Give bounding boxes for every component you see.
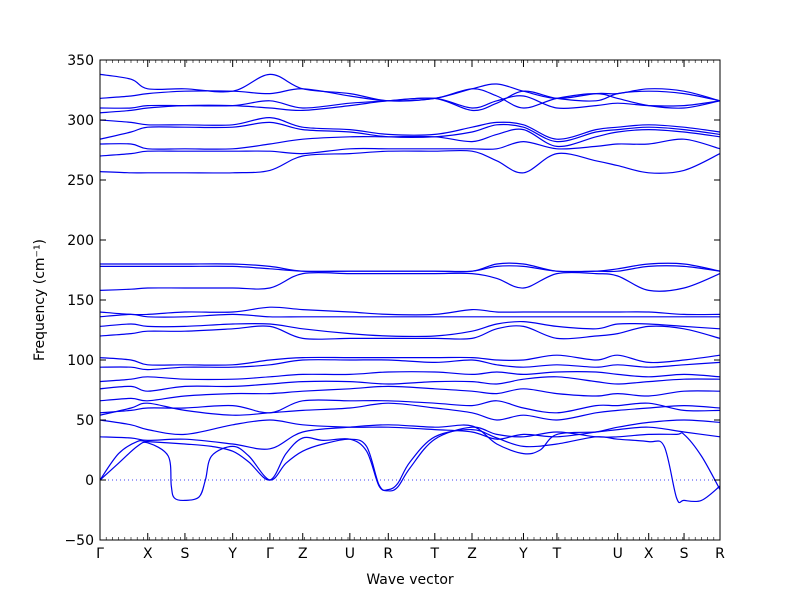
phonon-band-27: [99, 73, 721, 102]
x-tick-label: S: [180, 546, 189, 562]
phonon-band-12: [99, 325, 721, 340]
x-tick-label: S: [680, 546, 689, 562]
phonon-band-10: [99, 359, 721, 371]
phonon-band-2: [99, 426, 721, 502]
phonon-band-8: [99, 376, 721, 392]
phonon-band-3: [99, 424, 721, 455]
y-tick-label: 350: [67, 53, 94, 69]
y-tick-label: −50: [64, 533, 94, 549]
phonon-band-18: [100, 262, 721, 273]
phonon-band-19: [99, 149, 721, 174]
x-tick-label: Y: [227, 546, 237, 562]
y-tick-label: 250: [67, 173, 94, 189]
band-lines: [99, 73, 721, 504]
phonon-band-5: [99, 402, 721, 421]
x-tick-label: U: [345, 546, 355, 562]
x-tick-label: Z: [467, 546, 477, 562]
phonon-band-11: [99, 354, 721, 366]
phonon-band-15: [99, 306, 721, 316]
phonon-band-1: [99, 428, 721, 504]
y-tick-label: 50: [76, 413, 94, 429]
y-tick-label: 200: [67, 233, 94, 249]
y-tick-label: 100: [67, 353, 94, 369]
phonon-band-21: [99, 128, 721, 150]
x-tick-label: X: [143, 546, 153, 562]
y-tick-label: 150: [67, 293, 94, 309]
x-axis-label: Wave vector: [366, 572, 454, 588]
x-tick-label: X: [644, 546, 654, 562]
x-tick-label: Z: [298, 546, 308, 562]
phonon-band-9: [99, 371, 721, 383]
y-tick-label: 300: [67, 113, 94, 129]
x-tick-label: T: [552, 546, 562, 562]
phonon-band-6: [99, 399, 721, 414]
x-tick-label: R: [715, 546, 725, 562]
x-tick-label: Γ: [96, 546, 104, 562]
y-tick-label: 0: [85, 473, 94, 489]
phonon-band-13: [99, 320, 721, 338]
phonon-band-14: [99, 313, 720, 318]
phonon-band-20: [99, 138, 721, 157]
y-axis-ticks: −50 0 50 100 150 200 250 300 350: [64, 53, 720, 549]
y-axis-label: Frequency (cm⁻¹): [32, 239, 48, 361]
x-tick-label: Y: [518, 546, 528, 562]
x-tick-label: Γ: [266, 546, 274, 562]
phonon-band-4: [99, 419, 721, 440]
phonon-band-22: [99, 121, 721, 143]
phonon-band-16: [99, 271, 721, 292]
x-tick-label: R: [383, 546, 393, 562]
phonon-band-7: [99, 385, 721, 402]
x-tick-label: T: [430, 546, 440, 562]
x-tick-label: U: [613, 546, 623, 562]
phonon-band-23: [99, 116, 721, 140]
